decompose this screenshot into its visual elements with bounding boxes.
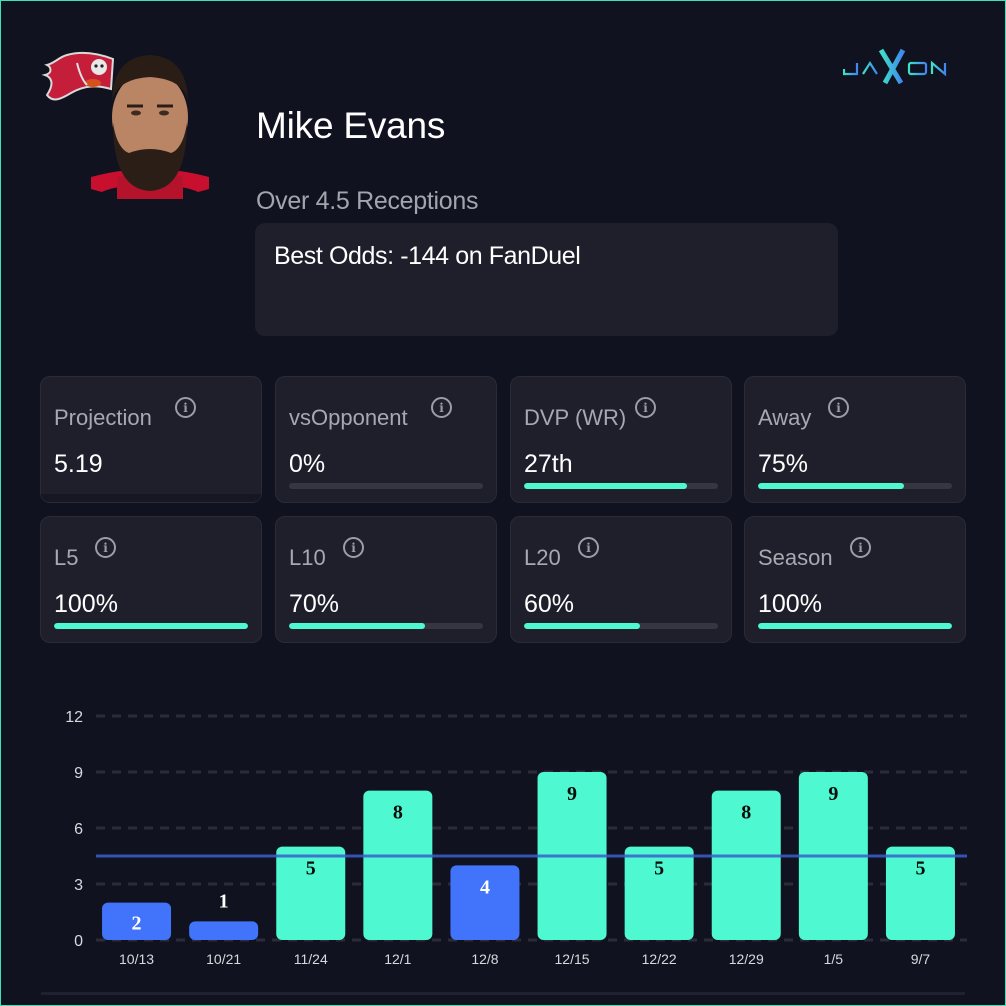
bar [189,921,259,940]
progress-bar [524,483,718,489]
info-icon[interactable]: i [850,537,871,558]
progress-fill [758,483,904,489]
bar-value-label: 5 [654,858,664,880]
progress-bar [758,623,952,629]
stat-card-l10: L10 i 70% [275,516,497,643]
bar-value-label: 9 [567,783,577,805]
stat-card-away: Away i 75% [744,376,966,503]
stat-card-dvp: DVP (WR) i 27th [510,376,732,503]
bar-value-label: 1 [219,890,229,912]
best-odds-card: Best Odds: -144 on FanDuel [255,223,838,336]
stat-value: 100% [54,590,118,618]
x-tick-label: 11/24 [294,951,328,967]
stat-card-l20: L20 i 60% [510,516,732,643]
info-icon[interactable]: i [431,397,452,418]
y-tick-label: 12 [65,709,83,726]
x-tick-label: 12/8 [471,951,498,967]
progress-fill [524,483,687,489]
info-icon[interactable]: i [828,397,849,418]
x-tick-label: 1/5 [824,951,844,967]
bar-value-label: 4 [480,876,490,898]
bar [276,846,346,940]
info-icon[interactable]: i [95,537,116,558]
stat-value: 70% [289,590,340,618]
stat-value: 100% [758,590,822,618]
x-tick-label: 12/1 [384,951,411,967]
info-icon[interactable]: i [343,537,364,558]
stat-label: Away [758,405,812,430]
progress-fill [524,623,641,629]
progress-bar [54,623,248,629]
bar [711,790,781,940]
bar-value-label: 2 [132,913,142,935]
progress-fill [758,623,952,629]
stat-value: 75% [758,450,809,478]
x-tick-label: 10/13 [119,951,154,967]
bar-value-label: 9 [828,783,838,805]
stat-label: L20 [524,545,561,570]
stat-label: vsOpponent [289,405,408,430]
bar-value-label: 5 [915,858,925,880]
stat-value: 0% [289,450,326,478]
stat-label: L10 [289,545,326,570]
progress-bar [524,623,718,629]
bar [450,865,520,940]
best-odds-text: Best Odds: -144 on FanDuel [274,242,581,270]
x-tick-label: 9/7 [911,951,931,967]
bar [363,790,433,940]
player-headshot [91,55,209,201]
player-name: Mike Evans [256,105,446,146]
progress-fill [54,623,248,629]
stat-label: Projection [54,405,152,430]
x-tick-label: 12/22 [642,951,677,967]
stat-value: 5.19 [54,450,103,478]
info-icon[interactable]: i [578,537,599,558]
x-tick-label: 12/29 [729,951,764,967]
stat-value: 60% [524,590,575,618]
bar [624,846,694,940]
progress-bar [758,483,952,489]
brand-logo [843,48,947,85]
stat-label: Season [758,545,833,570]
card-shade [41,494,261,502]
stat-card-vsopponent: vsOpponent i 0% [275,376,497,503]
y-tick-label: 9 [74,765,83,782]
divider [41,992,965,995]
bar-value-label: 8 [393,802,403,824]
stat-card-l5: L5 i 100% [40,516,262,643]
x-tick-label: 10/21 [206,951,241,967]
prop-line: Over 4.5 Receptions [256,187,479,215]
progress-bar [289,623,483,629]
bar [102,902,172,940]
progress-fill [289,623,425,629]
x-tick-label: 12/15 [555,951,590,967]
stat-card-projection: Projection i 5.19 [40,376,262,503]
y-tick-label: 0 [74,933,83,950]
stat-label: L5 [54,545,79,570]
y-tick-label: 3 [74,877,83,894]
stat-card-season: Season i 100% [744,516,966,643]
receptions-bar-chart: 0 3 6 9 12 2 10/13 1 10/21 5 11/24 8 12/1 4 12/8 9 12/15… [65,709,967,967]
info-icon[interactable]: i [635,397,656,418]
bar [885,846,955,940]
stat-value: 27th [524,450,573,478]
team-logo [41,51,115,101]
info-icon[interactable]: i [175,397,196,418]
bar-value-label: 8 [741,802,751,824]
stat-label: DVP (WR) [524,405,627,430]
progress-bar [289,483,483,489]
bar-value-label: 5 [306,858,316,880]
y-tick-label: 6 [74,821,83,838]
